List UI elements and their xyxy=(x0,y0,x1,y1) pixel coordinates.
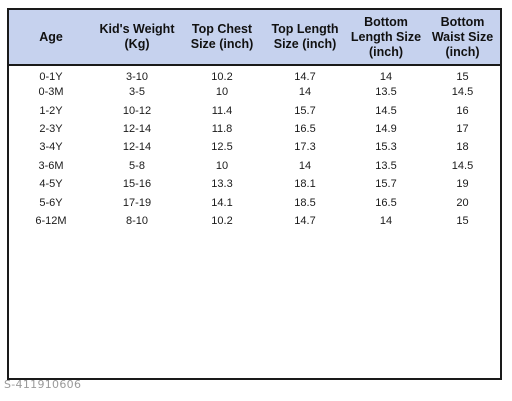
cell-age: 3-6M xyxy=(38,159,64,172)
cell-bottom-waist: 18 xyxy=(456,141,469,154)
cell-bottom-waist: 20 xyxy=(456,196,469,209)
cell-age: 5-6Y xyxy=(39,196,63,209)
cell-bottom-length: 14.9 xyxy=(375,122,397,135)
cell-top-chest: 10.2 xyxy=(211,71,233,83)
cell-top-chest: 12.5 xyxy=(211,141,233,154)
cell-top-length: 14.7 xyxy=(294,71,316,83)
cell-bottom-waist: 15 xyxy=(456,71,469,83)
table-row: 3-4Y 12-14 12.5 17.3 15.3 18 xyxy=(9,138,500,156)
table-row: 5-6Y 17-19 14.1 18.5 16.5 20 xyxy=(9,193,500,211)
header-weight: Kid's Weight (Kg) xyxy=(99,22,175,51)
header-top-chest: Top Chest Size (inch) xyxy=(190,22,254,51)
header-age: Age xyxy=(39,29,63,44)
cell-bottom-length: 14.5 xyxy=(375,104,397,117)
cell-top-length: 17.3 xyxy=(294,141,316,154)
cell-top-chest: 10 xyxy=(215,159,229,172)
table-header-row: Age Kid's Weight (Kg) Top Chest Size (in… xyxy=(9,10,500,64)
cell-bottom-waist: 16 xyxy=(456,104,469,117)
cell-top-length: 14.7 xyxy=(294,214,316,227)
cell-top-chest: 10 xyxy=(215,86,229,99)
cell-top-length: 18.1 xyxy=(294,178,316,191)
cell-weight: 15-16 xyxy=(122,178,152,191)
table-row: 3-6M 5-8 10 14 13.5 14.5 xyxy=(9,157,500,175)
cell-top-length: 14 xyxy=(298,86,312,99)
cell-age: 0-3M xyxy=(38,86,64,99)
cell-top-length: 18.5 xyxy=(294,196,316,209)
table-row: 6-12M 8-10 10.2 14.7 14 15 xyxy=(9,212,500,230)
cell-top-chest: 14.1 xyxy=(211,196,233,209)
cell-top-length: 16.5 xyxy=(294,122,316,135)
cell-age: 6-12M xyxy=(35,214,67,227)
cell-bottom-length: 13.5 xyxy=(375,86,397,99)
table-row: 4-5Y 15-16 13.3 18.1 15.7 19 xyxy=(9,175,500,193)
cell-age: 2-3Y xyxy=(39,122,63,135)
cell-top-length: 14 xyxy=(298,159,312,172)
cell-weight: 10-12 xyxy=(122,104,152,117)
cell-age: 0-1Y xyxy=(39,71,63,83)
cell-top-length: 15.7 xyxy=(294,104,316,117)
cell-weight: 3-10 xyxy=(125,71,149,83)
header-bottom-waist: Bottom Waist Size (inch) xyxy=(431,14,494,59)
header-top-length: Top Length Size (inch) xyxy=(271,22,339,51)
product-code-watermark: S-411910606 xyxy=(4,378,82,391)
table-row: 2-3Y 12-14 11.8 16.5 14.9 17 xyxy=(9,120,500,138)
cell-weight: 12-14 xyxy=(122,141,152,154)
cell-age: 1-2Y xyxy=(39,104,63,117)
header-bottom-length: Bottom Length Size (inch) xyxy=(350,14,422,59)
table-row: 0-1Y 3-10 10.2 14.7 14 15 xyxy=(9,64,500,83)
cell-weight: 5-8 xyxy=(129,159,145,172)
cell-age: 3-4Y xyxy=(39,141,63,154)
cell-bottom-length: 15.7 xyxy=(375,178,397,191)
cell-bottom-waist: 19 xyxy=(456,178,469,191)
cell-weight: 8-10 xyxy=(125,214,149,227)
header-divider xyxy=(9,64,500,66)
cell-bottom-waist: 14.5 xyxy=(451,86,474,99)
size-chart-table: Age Kid's Weight (Kg) Top Chest Size (in… xyxy=(9,10,500,230)
table-row: 1-2Y 10-12 11.4 15.7 14.5 16 xyxy=(9,101,500,119)
cell-age: 4-5Y xyxy=(39,178,63,191)
cell-top-chest: 13.3 xyxy=(211,178,233,191)
cell-bottom-length: 13.5 xyxy=(375,159,397,172)
cell-bottom-waist: 14.5 xyxy=(451,159,474,172)
cell-weight: 12-14 xyxy=(122,122,152,135)
cell-weight: 3-5 xyxy=(129,86,145,99)
cell-weight: 17-19 xyxy=(122,196,152,209)
cell-bottom-waist: 17 xyxy=(456,122,469,135)
cell-top-chest: 10.2 xyxy=(211,214,233,227)
size-chart-frame: Age Kid's Weight (Kg) Top Chest Size (in… xyxy=(7,8,502,380)
cell-bottom-length: 14 xyxy=(379,71,393,83)
cell-top-chest: 11.4 xyxy=(211,104,233,117)
cell-bottom-length: 16.5 xyxy=(375,196,397,209)
cell-bottom-length: 14 xyxy=(379,214,393,227)
cell-top-chest: 11.8 xyxy=(211,122,233,135)
cell-bottom-waist: 15 xyxy=(456,214,469,227)
table-row: 0-3M 3-5 10 14 13.5 14.5 xyxy=(9,83,500,101)
cell-bottom-length: 15.3 xyxy=(375,141,397,154)
